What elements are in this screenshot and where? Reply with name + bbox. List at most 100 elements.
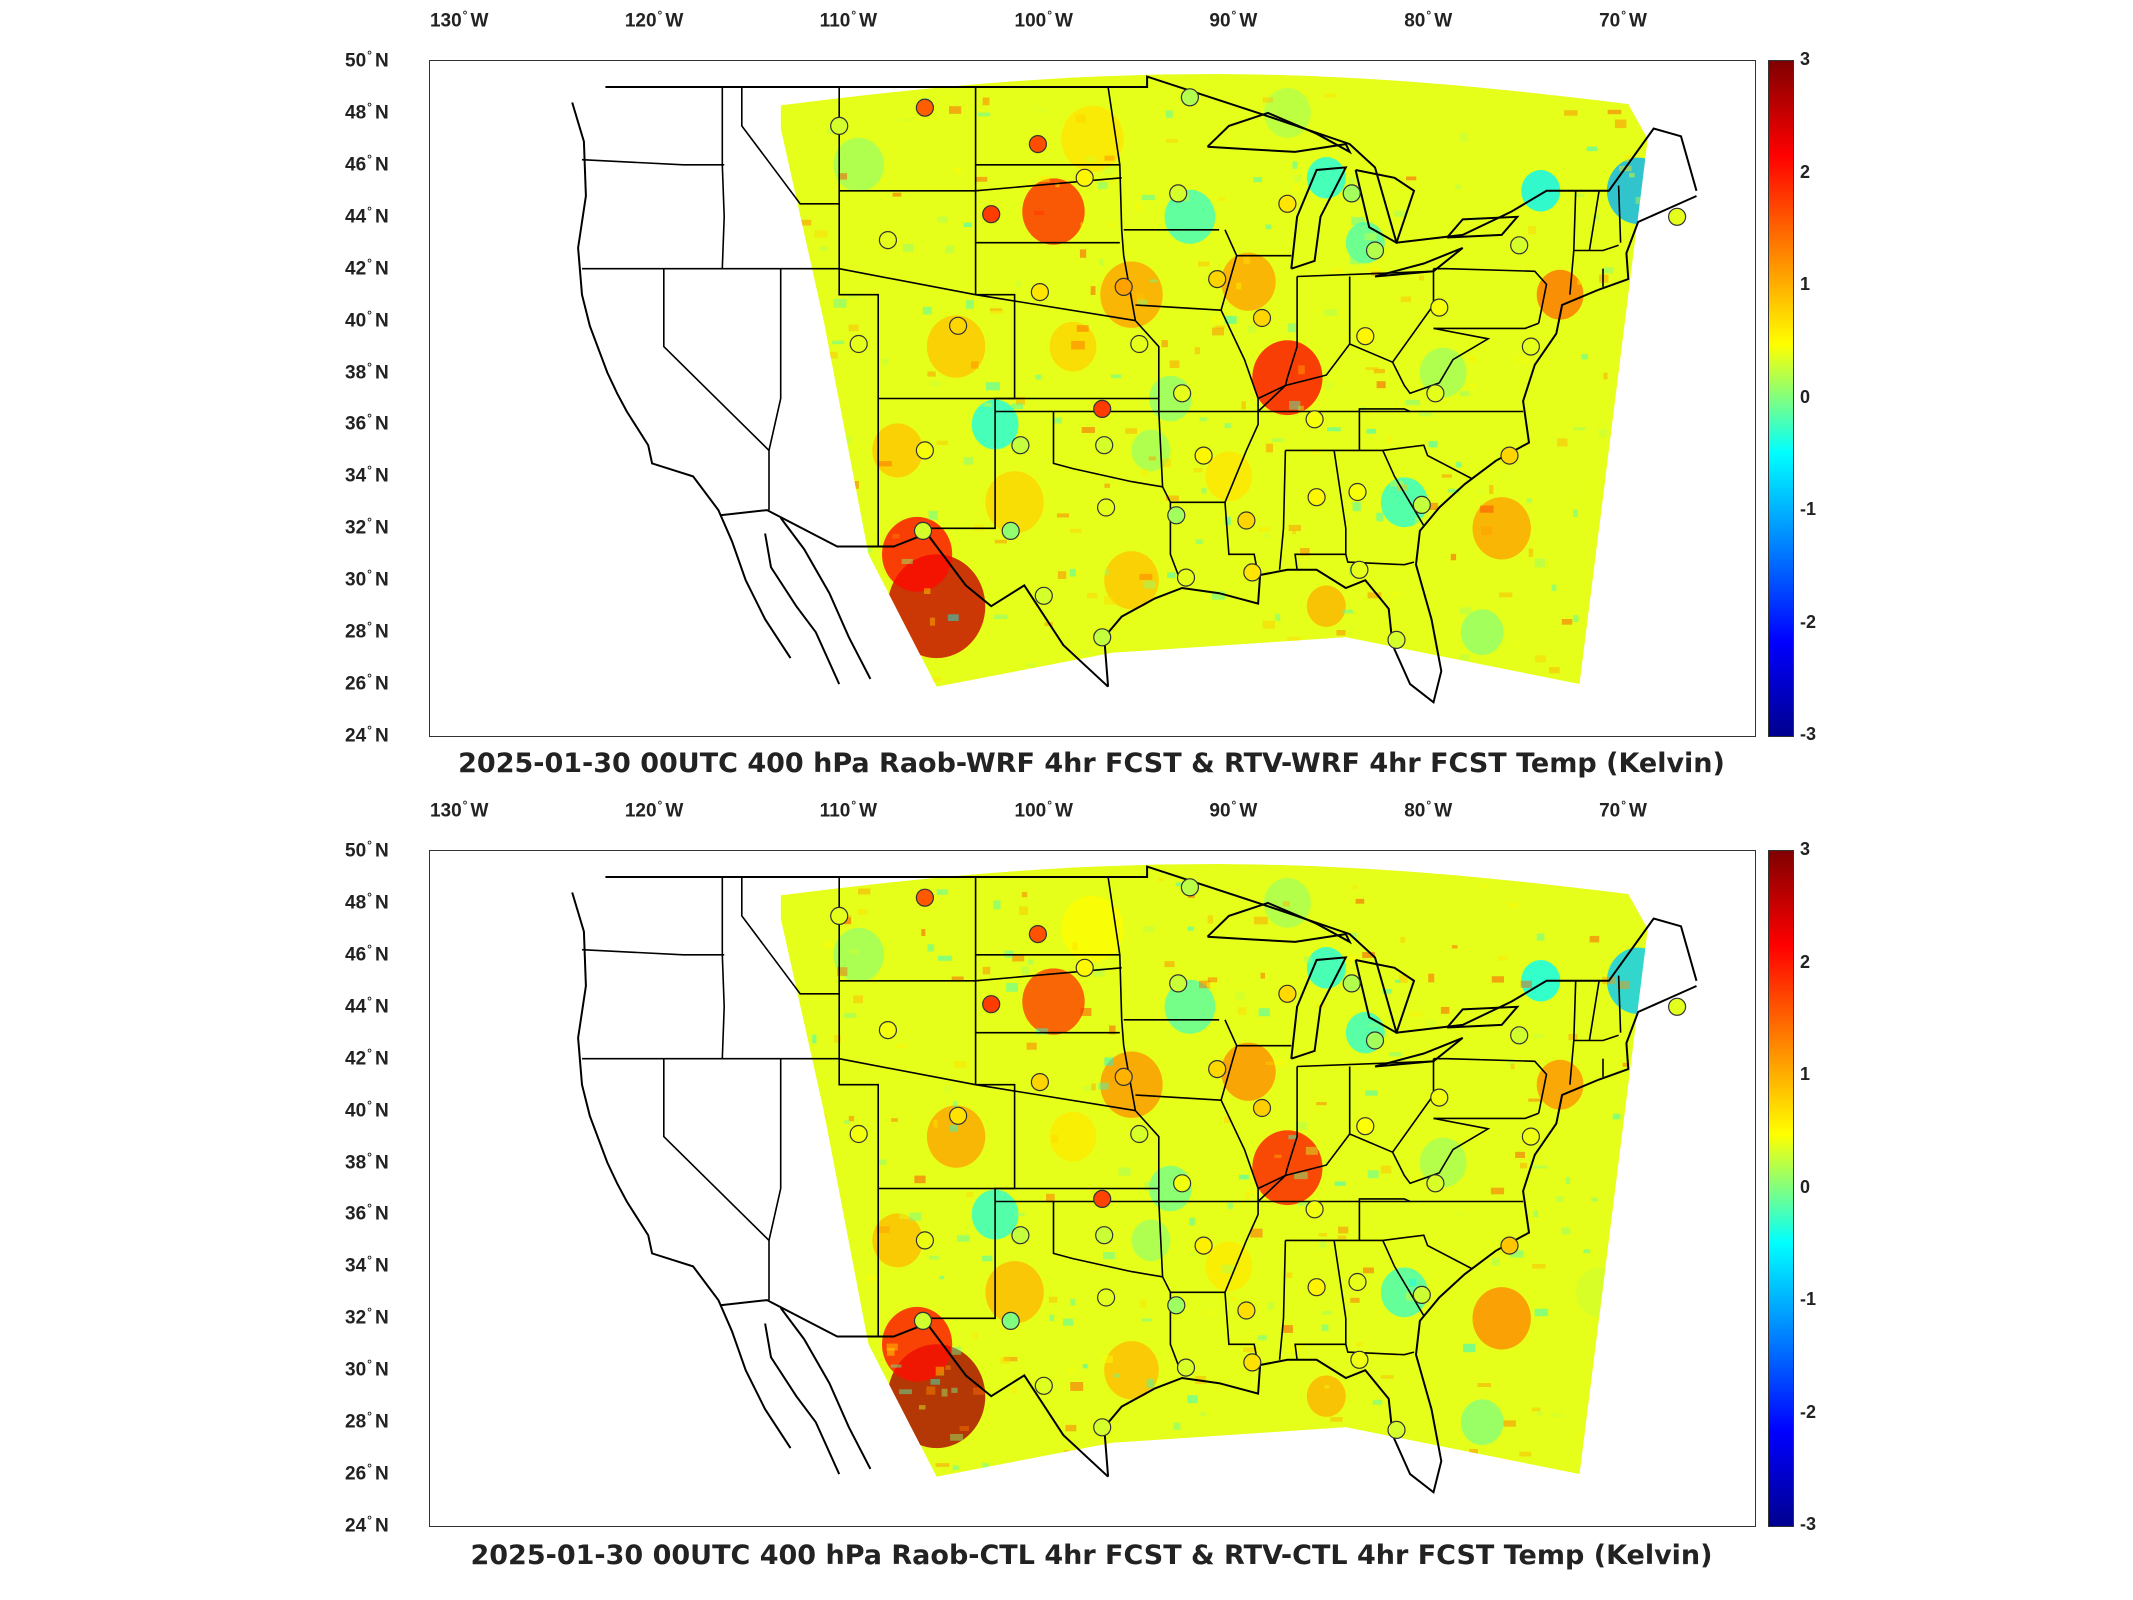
field-speckle [1033, 210, 1045, 215]
field-speckle [848, 949, 859, 955]
field-speckle [1534, 1308, 1548, 1317]
hemisphere-suffix: N [374, 50, 389, 72]
raob-station-marker [1114, 277, 1133, 296]
field-speckle [914, 1175, 926, 1184]
field-speckle [1275, 613, 1281, 621]
field-speckle [1489, 485, 1494, 494]
field-speckle [1577, 279, 1582, 285]
field-speckle [1201, 487, 1207, 494]
state-border [721, 877, 726, 1059]
longitude-label: 100° W [1015, 8, 1073, 32]
state-border [1573, 244, 1619, 252]
field-speckle [899, 1389, 913, 1395]
field-speckle [1510, 1250, 1524, 1258]
field-speckle [949, 106, 962, 114]
field-speckle [1469, 1449, 1478, 1455]
field-speckle [1223, 1469, 1232, 1473]
field-speckle [1337, 1235, 1347, 1240]
raob-station-marker [1278, 984, 1297, 1003]
field-speckle [1101, 1355, 1114, 1363]
latitude-label: 42° N [345, 256, 389, 280]
field-speckle [891, 1118, 898, 1122]
latitude-value: 26 [345, 673, 367, 695]
field-speckle [1456, 461, 1462, 468]
field-speckle [1069, 568, 1076, 577]
latitude-value: 30 [345, 569, 367, 591]
field-anomaly [1606, 157, 1648, 225]
hemisphere-suffix: N [374, 996, 389, 1018]
field-speckle [899, 118, 914, 122]
coastline [764, 533, 841, 685]
field-speckle [1086, 156, 1095, 163]
field-speckle [1236, 282, 1242, 290]
raob-station-marker [1252, 308, 1272, 328]
field-speckle [806, 882, 812, 888]
degree-symbol: ° [367, 671, 372, 686]
field-speckle [1035, 107, 1047, 114]
field-anomaly [1049, 1111, 1097, 1162]
latitude-label: 38° N [345, 360, 389, 384]
hemisphere-suffix: W [859, 800, 878, 822]
state-border [740, 877, 840, 995]
raob-station-marker [1365, 1031, 1385, 1050]
raob-station-marker [1348, 482, 1367, 502]
field-speckle [851, 481, 859, 489]
raob-station-marker [1194, 446, 1213, 465]
field-speckle [1091, 1083, 1096, 1091]
field-speckle [1063, 1318, 1073, 1326]
field-anomaly [1306, 585, 1346, 627]
field-speckle [1318, 1233, 1327, 1237]
field-anomaly [1460, 1399, 1504, 1445]
field-speckle [1235, 991, 1246, 1000]
state-border [1348, 1058, 1435, 1154]
field-speckle [1598, 428, 1607, 437]
field-speckle [827, 490, 840, 499]
field-speckle [819, 246, 828, 251]
field-speckle [1534, 1034, 1544, 1039]
longitude-value: 70 [1599, 800, 1621, 822]
longitude-label: 120° W [625, 8, 683, 32]
state-border [1278, 1240, 1287, 1360]
raob-station-marker [1180, 878, 1200, 897]
degree-symbol: ° [1231, 798, 1237, 812]
state-border [582, 267, 1136, 322]
state-border [1278, 450, 1287, 570]
field-speckle [1469, 355, 1477, 363]
state-border [1433, 1057, 1548, 1114]
hemisphere-suffix: W [1629, 10, 1647, 32]
colorbar-tick-label: -2 [1800, 611, 1817, 632]
field-anomaly [1104, 1341, 1159, 1400]
field-speckle [1481, 526, 1493, 535]
state-border [1588, 190, 1600, 251]
field-anomaly [1306, 1375, 1346, 1417]
state-border [1433, 1112, 1539, 1120]
degree-symbol: ° [367, 567, 372, 582]
field-speckle [1503, 1420, 1516, 1427]
field-speckle [1490, 1187, 1505, 1195]
field-speckle [1245, 1192, 1250, 1200]
field-speckle [1324, 382, 1334, 389]
field-speckle [1082, 1364, 1088, 1369]
field-speckle [1070, 1382, 1084, 1391]
field-speckle [1199, 980, 1211, 989]
great-lake-outline [1206, 901, 1353, 945]
map-frame-bottom [429, 850, 1756, 1527]
hemisphere-suffix: N [374, 102, 389, 124]
field-speckle [1455, 184, 1461, 189]
field-speckle [1624, 154, 1632, 162]
hemisphere-suffix: W [1434, 800, 1453, 822]
field-speckle [1021, 966, 1029, 975]
field-speckle [1368, 1023, 1379, 1027]
field-speckle [951, 1347, 962, 1355]
hemisphere-suffix: N [374, 944, 389, 966]
state-border [768, 268, 782, 511]
field-speckle [1418, 1464, 1430, 1471]
map-frame-top [429, 60, 1756, 737]
hemisphere-suffix: W [1239, 10, 1258, 32]
field-speckle [1454, 1213, 1464, 1217]
field-speckle [927, 677, 941, 682]
field-speckle [1492, 1257, 1500, 1266]
field-speckle [1534, 558, 1546, 568]
great-lake-outline [1354, 169, 1416, 245]
field-speckle [1551, 438, 1559, 443]
